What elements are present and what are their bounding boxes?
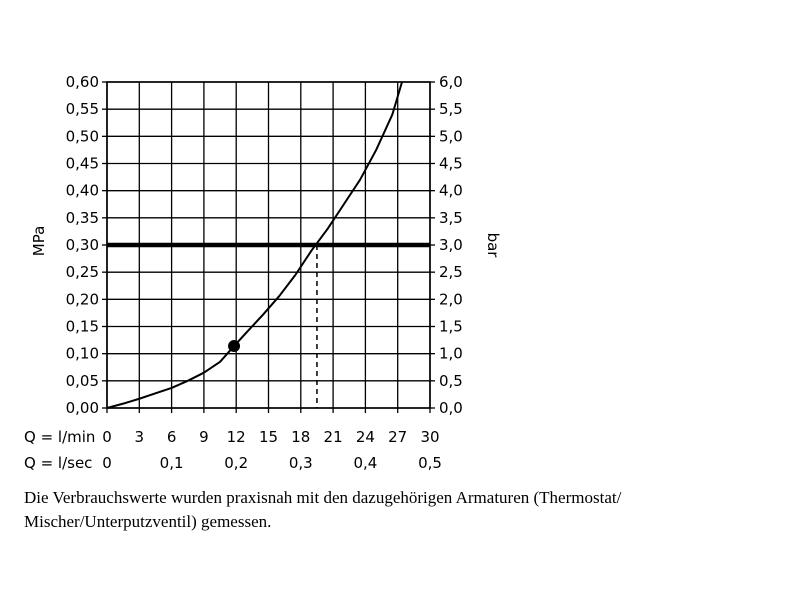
x-lmin-tick-label: 3 [135, 428, 145, 446]
left-axis-title: MPa [30, 226, 48, 257]
right-tick-label: 1,0 [439, 345, 463, 363]
right-tick-label: 2,5 [439, 263, 463, 281]
left-tick-label: 0,55 [66, 100, 99, 118]
x-lsec-tick-label: 0,2 [224, 454, 248, 472]
x-axis-lsec-title: Q = l/sec [24, 454, 92, 472]
left-tick-label: 0,30 [66, 236, 99, 254]
flow-pressure-curve [106, 81, 403, 409]
left-tick-label: 0,35 [66, 209, 99, 227]
x-lmin-tick-label: 24 [356, 428, 375, 446]
left-tick-label: 0,00 [66, 399, 99, 417]
x-lmin-tick-label: 0 [102, 428, 112, 446]
x-lmin-tick-label: 6 [167, 428, 177, 446]
x-lmin-tick-label: 21 [324, 428, 343, 446]
series-layer [106, 81, 403, 409]
right-axis-title: bar [484, 233, 502, 259]
x-lmin-tick-label: 18 [291, 428, 310, 446]
right-tick-label: 3,5 [439, 209, 463, 227]
right-tick-label: 1,5 [439, 318, 463, 336]
footnote: Die Verbrauchswerte wurden praxisnah mit… [24, 488, 622, 531]
left-tick-label: 0,20 [66, 290, 99, 308]
right-tick-label: 0,5 [439, 372, 463, 390]
right-tick-label: 3,0 [439, 236, 463, 254]
x-lsec-tick-label: 0,1 [160, 454, 184, 472]
x-lsec-tick-label: 0,5 [418, 454, 442, 472]
left-tick-label: 0,25 [66, 263, 99, 281]
left-tick-label: 0,60 [66, 73, 99, 91]
left-tick-label: 0,50 [66, 127, 99, 145]
left-tick-label: 0,10 [66, 345, 99, 363]
x-lmin-tick-label: 15 [259, 428, 278, 446]
right-tick-label: 5,5 [439, 100, 463, 118]
x-lmin-tick-label: 9 [199, 428, 209, 446]
x-lmin-tick-label: 12 [227, 428, 246, 446]
operating-point-marker [228, 340, 241, 353]
x-lmin-tick-label: 30 [420, 428, 439, 446]
x-lmin-tick-label: 27 [388, 428, 407, 446]
left-tick-label: 0,15 [66, 318, 99, 336]
right-tick-label: 4,5 [439, 155, 463, 173]
right-tick-label: 6,0 [439, 73, 463, 91]
left-tick-label: 0,40 [66, 182, 99, 200]
tick-labels: 0,000,050,100,150,200,250,300,350,400,45… [66, 73, 463, 472]
x-lsec-tick-label: 0,3 [289, 454, 313, 472]
right-tick-label: 0,0 [439, 399, 463, 417]
left-tick-label: 0,05 [66, 372, 99, 390]
x-lsec-tick-label: 0 [102, 454, 112, 472]
left-tick-label: 0,45 [66, 155, 99, 173]
reference-layer [107, 242, 430, 408]
x-axis-lmin-title: Q = l/min [24, 428, 95, 446]
x-lsec-tick-label: 0,4 [353, 454, 377, 472]
right-tick-label: 4,0 [439, 182, 463, 200]
right-tick-label: 2,0 [439, 290, 463, 308]
right-tick-label: 5,0 [439, 127, 463, 145]
